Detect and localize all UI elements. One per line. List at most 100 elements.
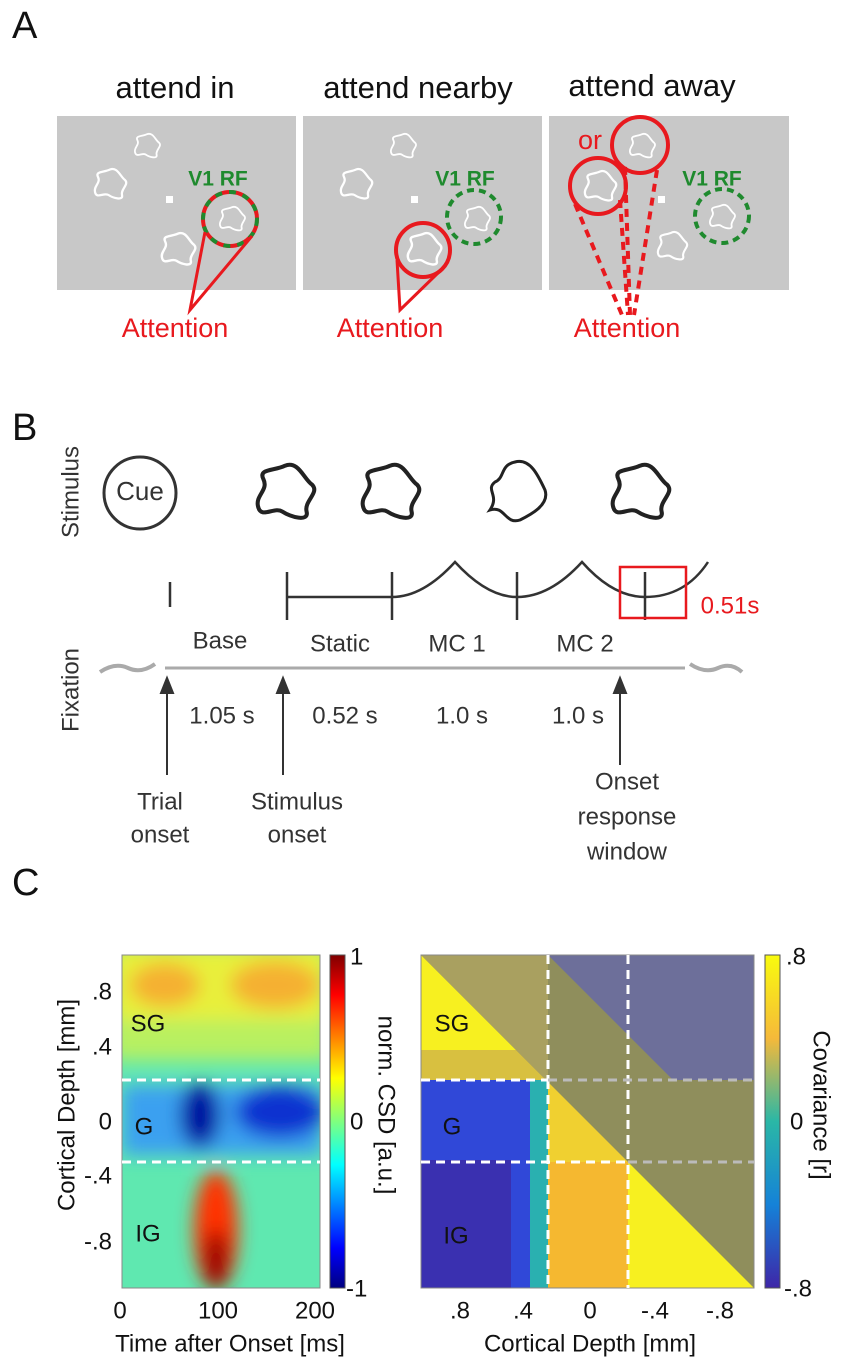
colorbar-tick-label: .8 xyxy=(786,943,806,970)
fixation-point xyxy=(658,196,665,203)
dashed-line xyxy=(573,203,624,316)
x-tick-label: -.8 xyxy=(706,1297,734,1324)
event-label: onset xyxy=(131,821,190,848)
display xyxy=(57,116,296,290)
blob xyxy=(180,1083,220,1147)
timeline xyxy=(168,560,710,620)
dashed-line xyxy=(623,166,632,316)
shape xyxy=(363,465,420,518)
colorbar xyxy=(329,954,346,1289)
break-mark xyxy=(688,662,744,674)
condition-title: attend in xyxy=(116,70,235,105)
blob xyxy=(235,1086,320,1138)
duration-label: 1.05 s xyxy=(189,702,254,729)
colorbar-label: norm. CSD [a.u.] xyxy=(373,1016,400,1195)
fixation-point xyxy=(411,196,418,203)
layer-boundaries xyxy=(421,955,754,1288)
cue-label: Cue xyxy=(116,476,164,506)
csd-heatmap xyxy=(122,955,320,1288)
panel-label: C xyxy=(12,862,39,904)
duration-label: 1.0 s xyxy=(436,702,488,729)
y-tick-label: .4 xyxy=(92,1033,112,1060)
y-tick-label: -.4 xyxy=(84,1162,112,1189)
x-tick-label: .8 xyxy=(450,1297,470,1324)
x-tick-label: 0 xyxy=(583,1297,596,1324)
colorbar-tick-label: 0 xyxy=(790,1108,803,1135)
condition-title: attend nearby xyxy=(323,70,513,105)
arrowhead xyxy=(612,675,628,694)
event-label: window xyxy=(586,838,668,865)
x-tick-label: -.4 xyxy=(641,1297,669,1324)
cone xyxy=(395,259,442,314)
x-tick-label: 200 xyxy=(295,1297,335,1324)
layer-label: G xyxy=(443,1113,462,1140)
y-tick-label: -.8 xyxy=(84,1228,112,1255)
epoch-label: Base xyxy=(193,627,248,654)
layer-label: IG xyxy=(443,1222,468,1249)
or-label: or xyxy=(578,125,602,155)
block xyxy=(530,1080,548,1288)
response-window xyxy=(618,565,688,620)
band xyxy=(122,1020,320,1060)
event-label: onset xyxy=(268,821,327,848)
layer-label: SG xyxy=(131,1010,166,1037)
blob xyxy=(230,961,320,1009)
layer-boundaries xyxy=(122,1078,320,1164)
attention-label: Attention xyxy=(574,313,681,343)
attention-circle xyxy=(394,221,452,279)
break-mark xyxy=(98,662,157,674)
epoch-label: Static xyxy=(310,630,370,657)
attention-cone xyxy=(187,231,442,316)
attention-label: Attention xyxy=(337,313,444,343)
y-tick-label: .8 xyxy=(92,978,112,1005)
y-tick-label: 0 xyxy=(99,1108,112,1135)
cone xyxy=(187,231,254,316)
panel-label: B xyxy=(12,407,37,449)
event-label: Trial xyxy=(137,788,183,815)
x-tick-label: .4 xyxy=(513,1297,533,1324)
event-label: response xyxy=(578,803,677,830)
layer-label: IG xyxy=(135,1220,160,1247)
rf-circle xyxy=(445,188,503,246)
colorbar-tick-label: -1 xyxy=(346,1275,367,1302)
x-tick-label: 0 xyxy=(113,1297,126,1324)
blob xyxy=(130,963,200,1007)
window-label: 0.51s xyxy=(701,592,760,619)
x-axis-label: Time after Onset [ms] xyxy=(115,1330,345,1357)
heat-blobs xyxy=(122,955,320,1288)
shape xyxy=(258,465,315,518)
event-label: Stimulus xyxy=(251,788,343,815)
upper-block xyxy=(548,955,754,1080)
blob xyxy=(204,1230,228,1288)
duration-label: 0.52 s xyxy=(312,702,377,729)
attention-label: Attention xyxy=(122,313,229,343)
attention-circle xyxy=(610,115,670,175)
colorbar-tick-label: 0 xyxy=(350,1108,363,1135)
shape xyxy=(486,459,548,523)
x-axis-label: Cortical Depth [mm] xyxy=(484,1330,696,1357)
rf-label: V1 RF xyxy=(435,168,495,191)
duration-label: 1.0 s xyxy=(552,702,604,729)
event-arrows xyxy=(159,675,628,775)
axes-frame xyxy=(420,954,755,1289)
axes-frame xyxy=(121,954,321,1289)
rf-label: V1 RF xyxy=(188,168,248,191)
panel-label: A xyxy=(12,5,38,47)
shape xyxy=(613,465,670,518)
cue-circle xyxy=(102,455,178,531)
colorbar-tick-label: 1 xyxy=(350,943,363,970)
event-label: Onset xyxy=(595,768,659,795)
colorbar xyxy=(764,954,781,1289)
row-label: Stimulus xyxy=(57,446,84,538)
fixation-point xyxy=(166,196,173,203)
colorbar-tick-label: -.8 xyxy=(784,1275,812,1302)
layer-label: SG xyxy=(435,1010,470,1037)
attention-lines xyxy=(573,166,659,316)
epoch-label: MC 1 xyxy=(428,630,485,657)
arrowhead xyxy=(159,675,175,694)
layer-label: G xyxy=(135,1113,154,1140)
condition-title: attend away xyxy=(568,68,736,103)
dashed-line xyxy=(618,199,630,316)
